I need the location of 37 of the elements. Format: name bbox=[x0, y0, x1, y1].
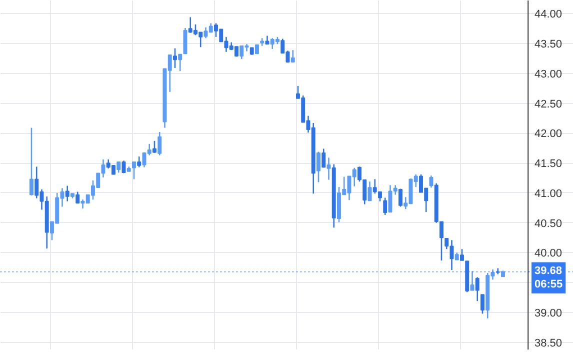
y-tick-label: 43.50 bbox=[534, 38, 562, 51]
candlestick bbox=[116, 161, 121, 174]
candlestick bbox=[398, 188, 402, 208]
candlestick bbox=[429, 174, 434, 188]
y-tick-label: 41.50 bbox=[534, 158, 562, 170]
candlestick bbox=[316, 151, 320, 183]
candlestick bbox=[368, 180, 372, 202]
candlestick bbox=[137, 156, 142, 168]
text: 06:55 bbox=[534, 278, 563, 290]
ref-line-label: 39.68 bbox=[534, 265, 562, 278]
candlestick bbox=[132, 161, 136, 180]
candlestick bbox=[480, 294, 484, 314]
candlestick bbox=[172, 48, 177, 69]
candlestick bbox=[460, 248, 464, 262]
candlestick bbox=[158, 131, 162, 156]
candlestick bbox=[122, 160, 126, 174]
y-tick-label: 39.00 bbox=[534, 307, 562, 320]
y-tick-label: 43.00 bbox=[534, 68, 562, 80]
y-tick-label: 40.50 bbox=[534, 218, 562, 230]
candlestick bbox=[326, 157, 331, 180]
candlestick bbox=[29, 127, 34, 196]
candlestick bbox=[152, 140, 156, 154]
y-tick-label: 41.00 bbox=[534, 188, 562, 200]
candlestick bbox=[76, 191, 80, 204]
y-tick-label: 44.00 bbox=[534, 8, 562, 21]
candlestick bbox=[178, 54, 182, 72]
y-tick-label: 40.00 bbox=[534, 248, 562, 260]
candlestick bbox=[470, 270, 474, 291]
candlestick bbox=[475, 276, 480, 302]
candlestick bbox=[183, 27, 188, 54]
y-tick-label: 42.00 bbox=[534, 128, 562, 140]
candlestick bbox=[322, 148, 326, 168]
y-tick-label: 42.50 bbox=[534, 98, 562, 110]
candlestick bbox=[383, 197, 388, 216]
y-tick-label: 38.50 bbox=[534, 337, 562, 350]
candlestick bbox=[290, 49, 295, 63]
candlestick bbox=[65, 185, 70, 202]
